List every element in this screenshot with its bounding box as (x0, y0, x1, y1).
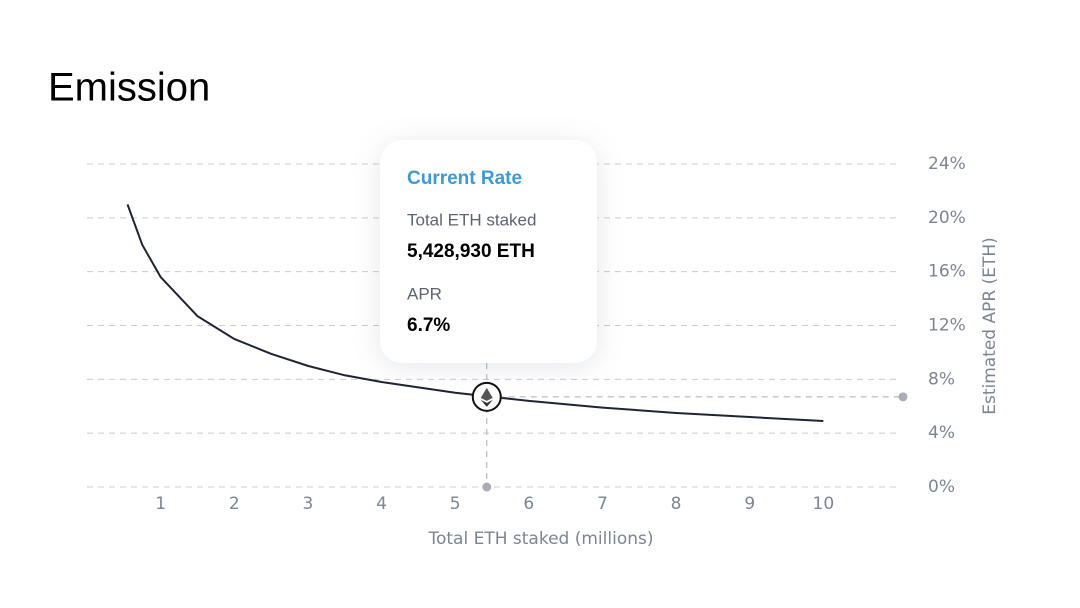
tooltip-x-name: Total ETH staked (407, 210, 536, 229)
x-tick-label: 5 (450, 494, 461, 514)
tooltip-title: Current Rate (407, 168, 522, 189)
y-tick-label: 24% (928, 154, 966, 174)
eth-icon-top (480, 387, 493, 401)
eth-icon-bottom (480, 399, 493, 407)
page-title: Emission (48, 66, 210, 110)
tooltip-y-value: 6.7% (407, 315, 450, 336)
x-guide-dot (482, 482, 492, 492)
tooltip-box (380, 140, 597, 363)
grid: 0% 4% 8% 12% 16% 20% 24% 1 2 3 4 5 6 7 8 9 10 (87, 154, 966, 514)
y-tick-label: 0% (928, 477, 955, 497)
y-tick-label: 20% (928, 208, 966, 228)
line-series (126, 204, 824, 423)
y-tick-label: 12% (928, 316, 966, 336)
y-tick-label: 16% (928, 262, 966, 282)
tooltip-x-value: 5,428,930 ETH (407, 241, 535, 262)
tooltip-y-name: APR (407, 284, 442, 303)
y-guide-dot (898, 392, 908, 402)
x-tick-label: 1 (155, 494, 166, 514)
tooltip: Current Rate Total ETH staked 5,428,930 … (380, 140, 597, 363)
plot (126, 204, 908, 492)
y-axis-title: Estimated APR (ETH) (980, 237, 1000, 415)
x-tick-label: 10 (813, 494, 835, 514)
x-tick-label: 6 (523, 494, 534, 514)
x-tick-label: 7 (597, 494, 608, 514)
y-tick-label: 4% (928, 423, 955, 443)
x-axis-title: Total ETH staked (millions) (427, 529, 653, 549)
y-tick-label: 8% (928, 369, 955, 389)
x-tick-label: 2 (229, 494, 240, 514)
x-tick-label: 3 (302, 494, 313, 514)
x-tick-label: 8 (671, 494, 682, 514)
x-tick-label: 4 (376, 494, 387, 514)
x-tick-label: 9 (744, 494, 755, 514)
